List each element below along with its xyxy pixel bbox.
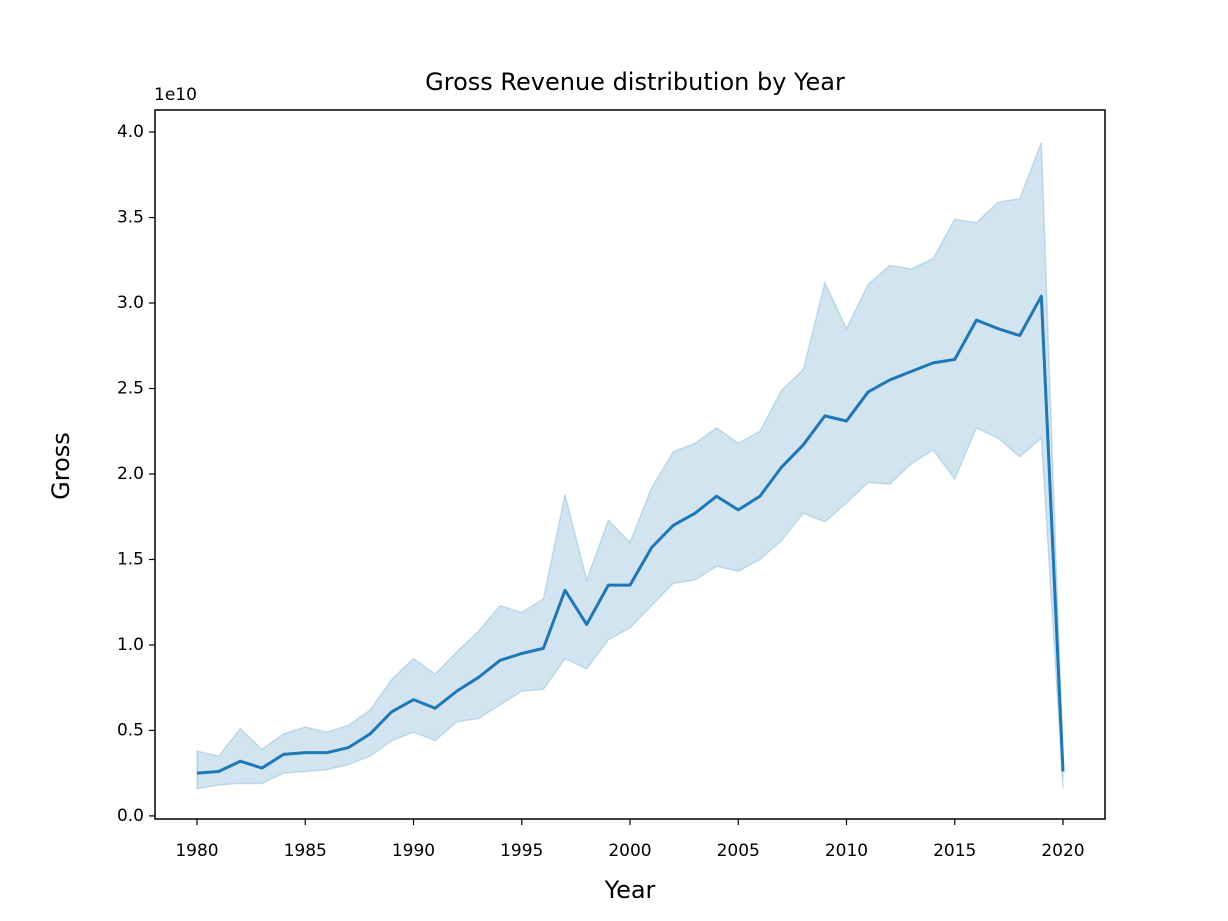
y-tick-label: 0.0 (117, 806, 144, 826)
x-tick-label: 1995 (500, 841, 543, 861)
x-tick-label: 2020 (1041, 841, 1084, 861)
chart-title: Gross Revenue distribution by Year (425, 68, 845, 96)
y-tick-label: 4.0 (117, 122, 144, 142)
x-axis-label: Year (604, 876, 656, 904)
confidence-band (196, 142, 1064, 790)
y-tick-label: 3.5 (117, 208, 144, 228)
mean-line (196, 294, 1065, 775)
y-tick-label: 2.0 (117, 464, 144, 484)
x-tick-label: 2015 (933, 841, 976, 861)
y-tick-label: 1.5 (117, 549, 144, 569)
y-tick-label: 0.5 (117, 720, 144, 740)
y-axis-label: Gross (47, 432, 75, 500)
y-tick-label: 3.0 (117, 293, 144, 313)
y-tick-label: 1.0 (117, 635, 144, 655)
x-tick-label: 2000 (608, 841, 651, 861)
x-tick-label: 2005 (717, 841, 760, 861)
x-tick-label: 1985 (284, 841, 327, 861)
y-tick-label: 2.5 (117, 379, 144, 399)
x-tick-label: 1980 (175, 841, 218, 861)
x-tick-label: 2010 (825, 841, 868, 861)
y-offset-label: 1e10 (154, 85, 197, 105)
x-tick-label: 1990 (392, 841, 435, 861)
